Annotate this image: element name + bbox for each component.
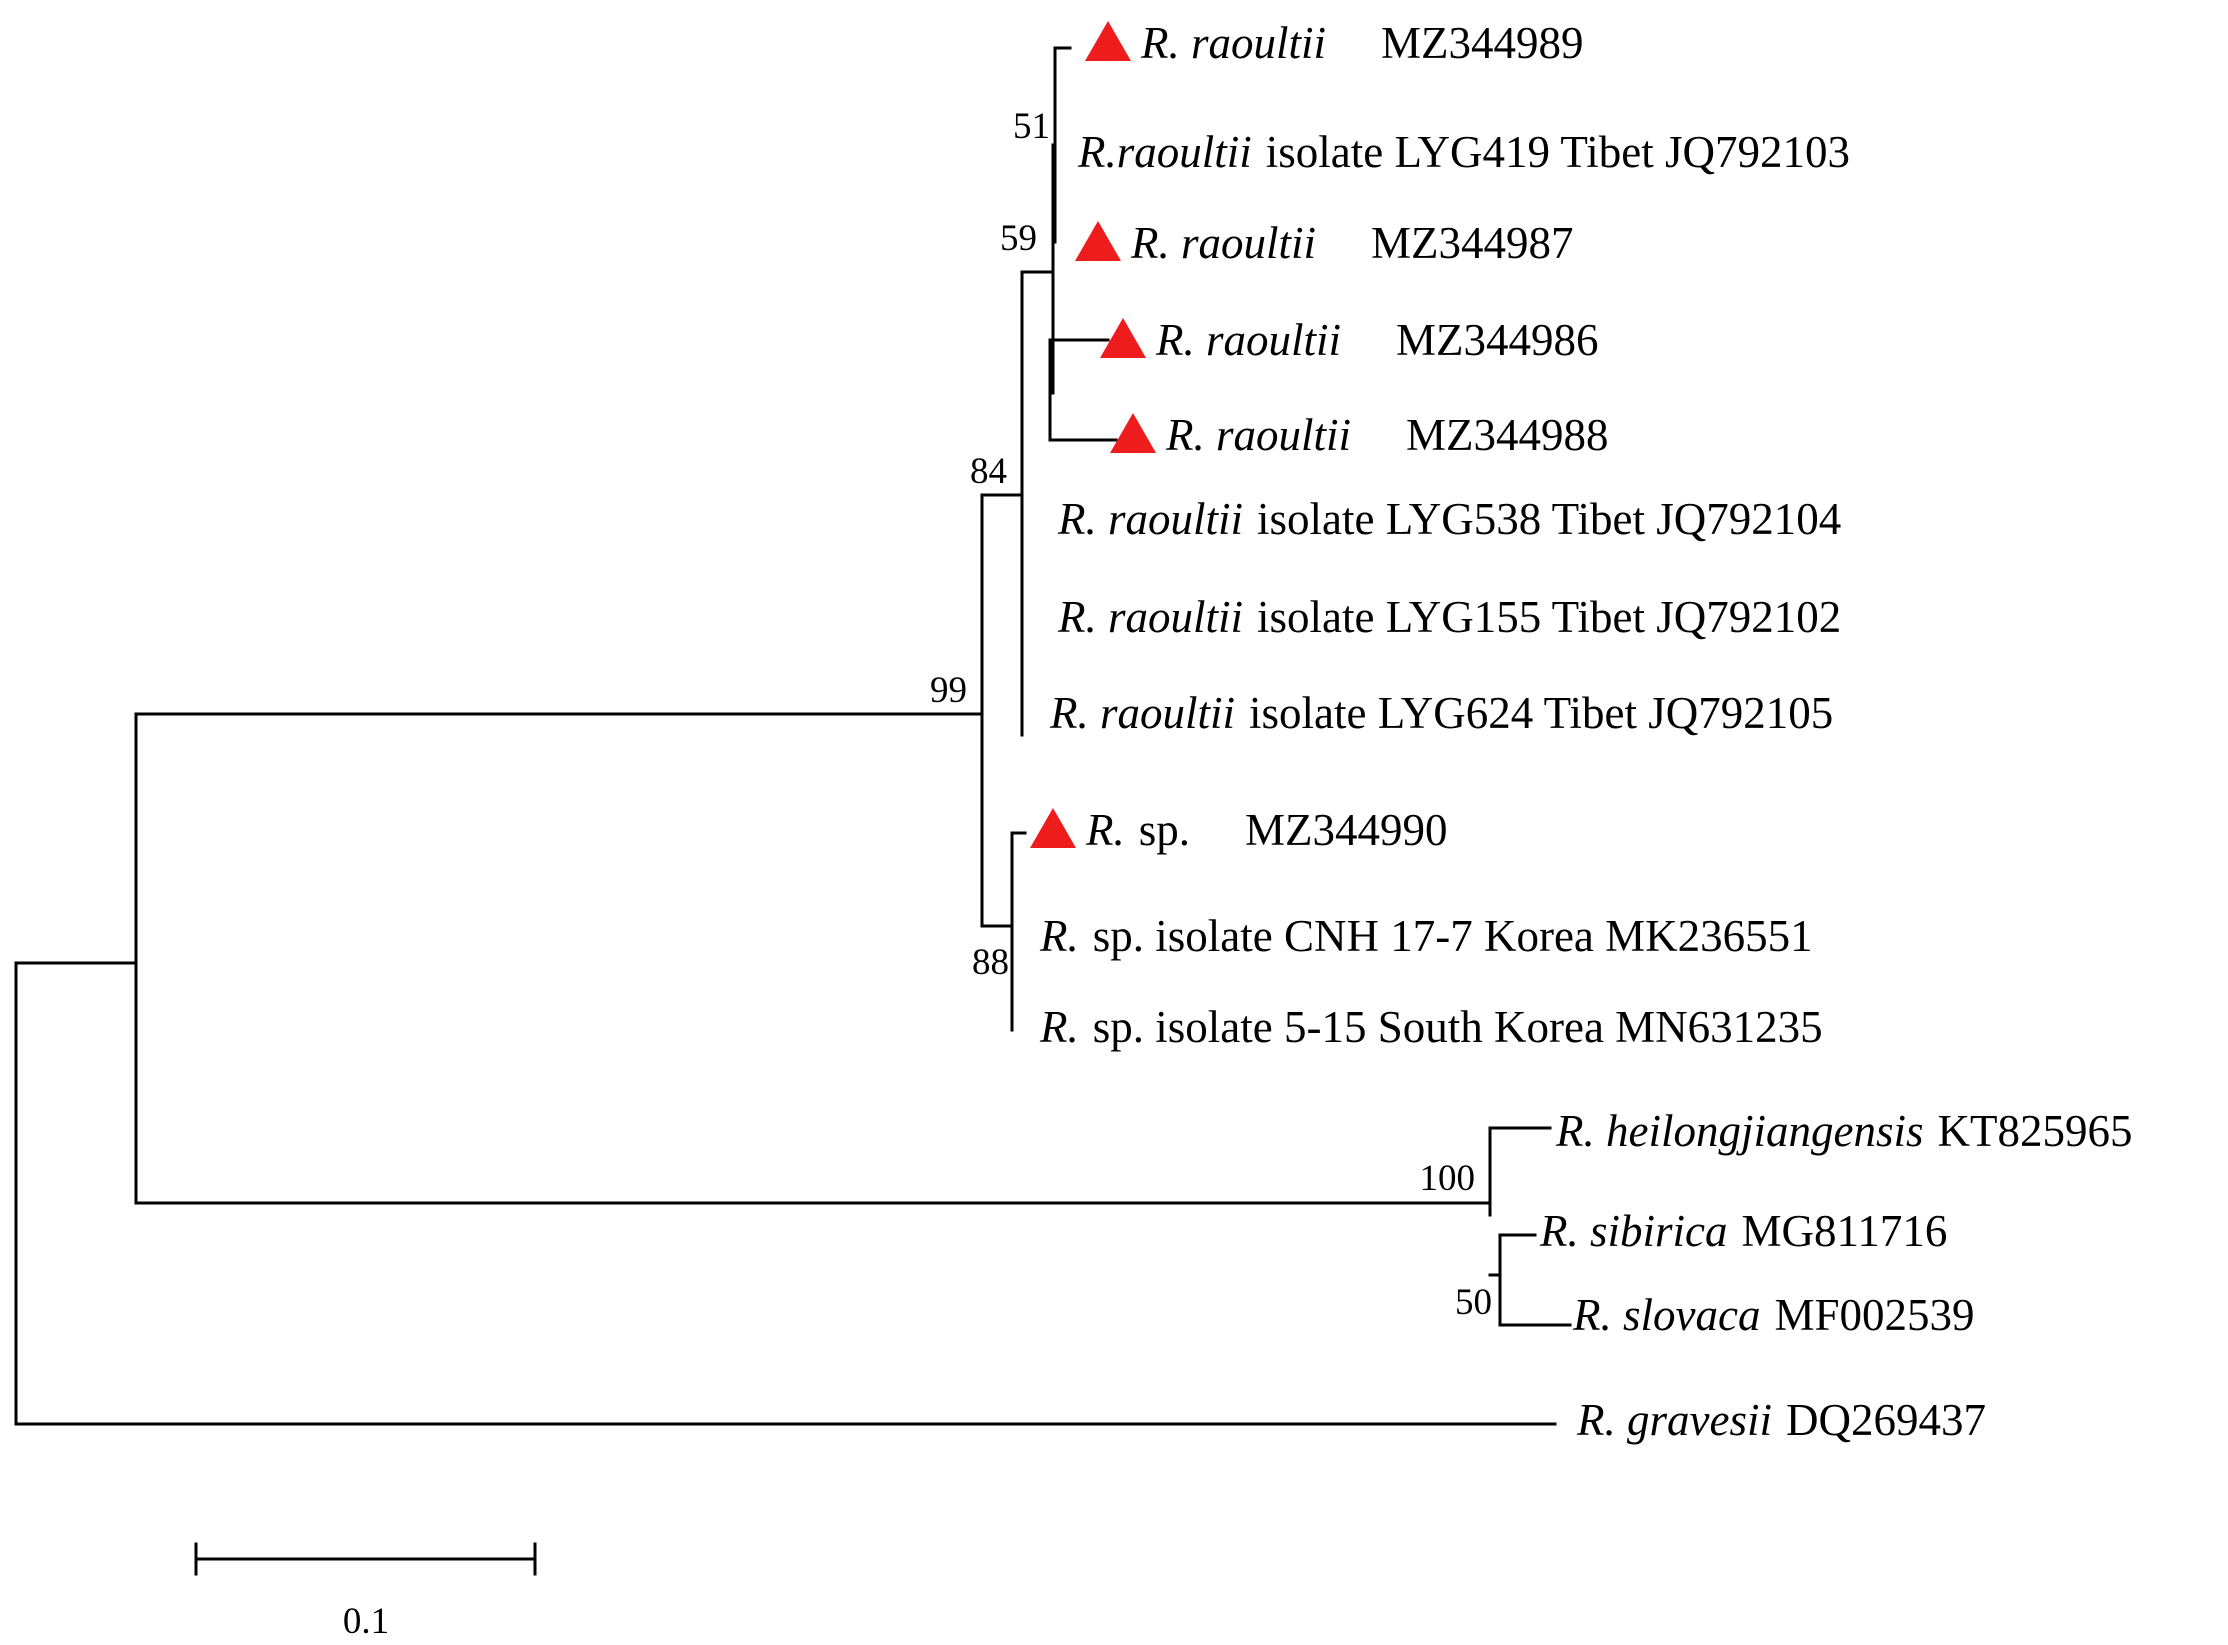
- taxon-label: R. heilongjiangensis KT825965: [1555, 1106, 2132, 1156]
- taxon-accession: MZ344990: [1245, 805, 1448, 855]
- taxon-label: R. sp. isolate 5-15 South Korea MN631235: [1039, 1002, 1823, 1052]
- taxon-name: R.raoultii isolate LYG419 Tibet JQ792103: [1077, 127, 1850, 177]
- bootstrap-50: 50: [1455, 1282, 1492, 1323]
- taxon-name: R. sibirica MG811716: [1539, 1206, 1947, 1256]
- taxon-name: R. gravesii DQ269437: [1576, 1395, 1986, 1445]
- taxon-species: R. raoultii: [1155, 315, 1341, 365]
- taxon-name: R. raoultii MZ344989: [1140, 18, 1584, 68]
- study-sequence-marker-icon: [1110, 413, 1156, 453]
- scale-bar: 0.1: [194, 1542, 537, 1642]
- branch-root: [14, 961, 1557, 1426]
- scale-bar-label: 0.1: [343, 1601, 389, 1642]
- branch-node-88: [1010, 831, 1027, 1032]
- taxon-label: R. raoultii isolate LYG155 Tibet JQ792102: [1057, 592, 1841, 642]
- branch-node-50: [1488, 1233, 1572, 1327]
- taxon-species: R.: [1039, 911, 1079, 961]
- branch-clade-486-488: [1048, 338, 1118, 442]
- taxon-name: R. raoultii MZ344988: [1165, 410, 1609, 460]
- taxon-label: R. sp. isolate CNH 17-7 Korea MK236551: [1039, 911, 1813, 961]
- taxon-label: R. raoultii MZ344989: [1085, 18, 1584, 68]
- taxon-label: R. raoultii MZ344987: [1075, 218, 1574, 268]
- taxon-detail: sp. isolate 5-15 South Korea MN631235: [1093, 1002, 1823, 1052]
- study-sequence-marker-icon: [1030, 808, 1076, 848]
- taxon-name: R. raoultii isolate LYG155 Tibet JQ792102: [1057, 592, 1841, 642]
- taxon-label: R. slovaca MF002539: [1572, 1290, 1975, 1340]
- bootstrap-88: 88: [972, 942, 1009, 983]
- taxon-name: R. sp. isolate CNH 17-7 Korea MK236551: [1039, 911, 1813, 961]
- taxon-label: R. sibirica MG811716: [1539, 1206, 1947, 1256]
- taxon-label: R. raoultii MZ344986: [1100, 315, 1599, 365]
- taxon-labels: R. raoultii MZ344989 R.raoultii isolate LYG…: [1030, 18, 2132, 1445]
- taxon-species: R. raoultii: [1057, 592, 1243, 642]
- taxon-detail: MG811716: [1742, 1206, 1948, 1256]
- taxon-label: R. sp. MZ344990: [1030, 805, 1448, 855]
- bootstrap-84: 84: [970, 451, 1007, 492]
- taxon-name: R. raoultii isolate LYG624 Tibet JQ792105: [1049, 688, 1833, 738]
- taxon-name: R. raoultii MZ344986: [1155, 315, 1599, 365]
- branch-node-51: [1053, 46, 1072, 244]
- taxon-name: R. raoultii isolate LYG538 Tibet JQ792104: [1057, 494, 1841, 544]
- taxon-species: R. slovaca: [1572, 1290, 1760, 1340]
- taxon-species: R. raoultii: [1057, 494, 1243, 544]
- taxon-detail: isolate LYG419 Tibet JQ792103: [1266, 127, 1850, 177]
- taxon-species: R. gravesii: [1576, 1395, 1772, 1445]
- taxon-species: R. sibirica: [1539, 1206, 1728, 1256]
- branch-node-84: [1020, 270, 1055, 737]
- taxon-detail: isolate LYG155 Tibet JQ792102: [1257, 592, 1841, 642]
- taxon-label: R.raoultii isolate LYG419 Tibet JQ792103: [1077, 127, 1850, 177]
- taxon-detail: sp.: [1139, 805, 1190, 855]
- taxon-name: R. heilongjiangensis KT825965: [1555, 1106, 2132, 1156]
- taxon-detail: DQ269437: [1786, 1395, 1986, 1445]
- branch-root-sub: [134, 712, 1492, 1205]
- taxon-name: R. slovaca MF002539: [1572, 1290, 1975, 1340]
- study-sequence-marker-icon: [1085, 21, 1131, 61]
- taxon-species: R. raoultii: [1130, 218, 1316, 268]
- taxon-detail: isolate LYG624 Tibet JQ792105: [1249, 688, 1833, 738]
- taxon-species: R.raoultii: [1077, 127, 1252, 177]
- taxon-name: R. sp. isolate 5-15 South Korea MN631235: [1039, 1002, 1823, 1052]
- taxon-species: R. raoultii: [1165, 410, 1351, 460]
- study-sequence-marker-icon: [1100, 318, 1146, 358]
- taxon-species: R.: [1085, 805, 1125, 855]
- bootstrap-values: 51 59 84 99 88 100 50: [930, 106, 1492, 1323]
- scale-bar-line: [194, 1542, 537, 1576]
- bootstrap-51: 51: [1013, 106, 1050, 147]
- taxon-detail: KT825965: [1937, 1106, 2132, 1156]
- taxon-label: R. gravesii DQ269437: [1576, 1395, 1986, 1445]
- taxon-detail: MZ344986: [1396, 315, 1599, 365]
- taxon-label: R. raoultii isolate LYG538 Tibet JQ792104: [1057, 494, 1841, 544]
- taxon-species: R.: [1039, 1002, 1079, 1052]
- taxon-detail: MZ344988: [1406, 410, 1609, 460]
- bootstrap-59: 59: [1000, 218, 1037, 259]
- taxon-label: R. raoultii isolate LYG624 Tibet JQ792105: [1049, 688, 1833, 738]
- taxon-detail: sp. isolate CNH 17-7 Korea MK236551: [1093, 911, 1813, 961]
- taxon-detail: MF002539: [1774, 1290, 1974, 1340]
- taxon-detail: MZ344987: [1371, 218, 1574, 268]
- taxon-species: R. heilongjiangensis: [1555, 1106, 1923, 1156]
- branch-node-100: [1488, 1126, 1552, 1217]
- taxon-label: R. raoultii MZ344988: [1110, 410, 1609, 460]
- taxon-species: R. raoultii: [1140, 18, 1326, 68]
- bootstrap-100: 100: [1420, 1158, 1476, 1199]
- taxon-name: R. sp. MZ344990: [1085, 805, 1448, 855]
- taxon-detail: isolate LYG538 Tibet JQ792104: [1257, 494, 1841, 544]
- tree-branches: [14, 46, 1572, 1426]
- taxon-detail: MZ344989: [1381, 18, 1584, 68]
- taxon-name: R. raoultii MZ344987: [1130, 218, 1574, 268]
- bootstrap-99: 99: [930, 670, 967, 711]
- study-sequence-marker-icon: [1075, 221, 1121, 261]
- branch-node-99: [980, 493, 1024, 928]
- taxon-species: R. raoultii: [1049, 688, 1235, 738]
